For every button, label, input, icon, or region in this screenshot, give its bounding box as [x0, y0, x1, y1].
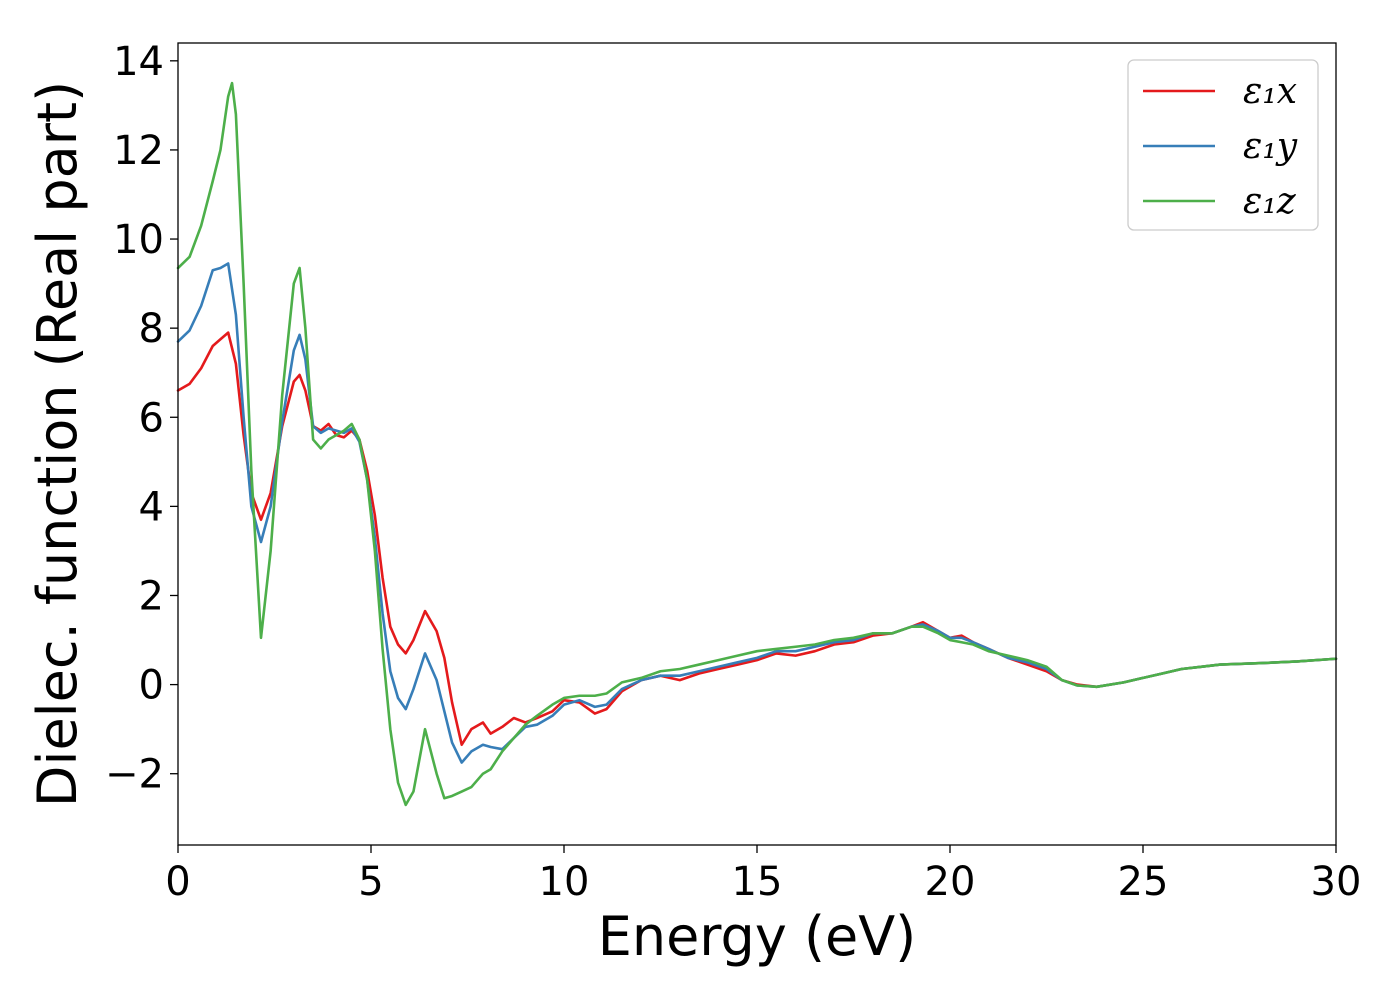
y-tick-label: 8 [139, 306, 164, 352]
series-layer [176, 81, 1338, 807]
y-tick-label: 0 [139, 663, 164, 709]
legend-label-1: ε₁x [1243, 71, 1297, 112]
x-tick-label: 10 [539, 859, 590, 905]
y-tick-label: −2 [105, 752, 164, 798]
legend-label-3: ε₁z [1243, 181, 1297, 222]
y-tick-label: 6 [139, 395, 164, 441]
y-tick-label: 10 [113, 217, 164, 263]
y-tick-label: 4 [139, 484, 164, 530]
x-axis-label: Energy (eV) [598, 905, 917, 968]
x-axis: 0 5 10 15 20 25 30 [165, 845, 1361, 905]
x-tick-label: 0 [165, 859, 190, 905]
series-line-3 [176, 81, 1338, 807]
x-tick-label: 30 [1311, 859, 1362, 905]
legend: ε₁x ε₁y ε₁z [1127, 59, 1319, 231]
x-tick-label: 5 [358, 859, 383, 905]
y-tick-label: 14 [113, 39, 164, 85]
x-tick-label: 20 [925, 859, 976, 905]
x-tick-label: 25 [1118, 859, 1169, 905]
y-tick-label: 12 [113, 128, 164, 174]
series-line-2 [176, 262, 1338, 764]
x-tick-label: 15 [732, 859, 783, 905]
y-tick-label: 2 [139, 573, 164, 619]
legend-label-2: ε₁y [1243, 126, 1298, 167]
legend-box [1127, 59, 1319, 231]
y-axis: −2 0 2 4 6 8 10 12 14 [105, 39, 178, 798]
y-axis-label: Dielec. function (Real part) [26, 81, 89, 807]
